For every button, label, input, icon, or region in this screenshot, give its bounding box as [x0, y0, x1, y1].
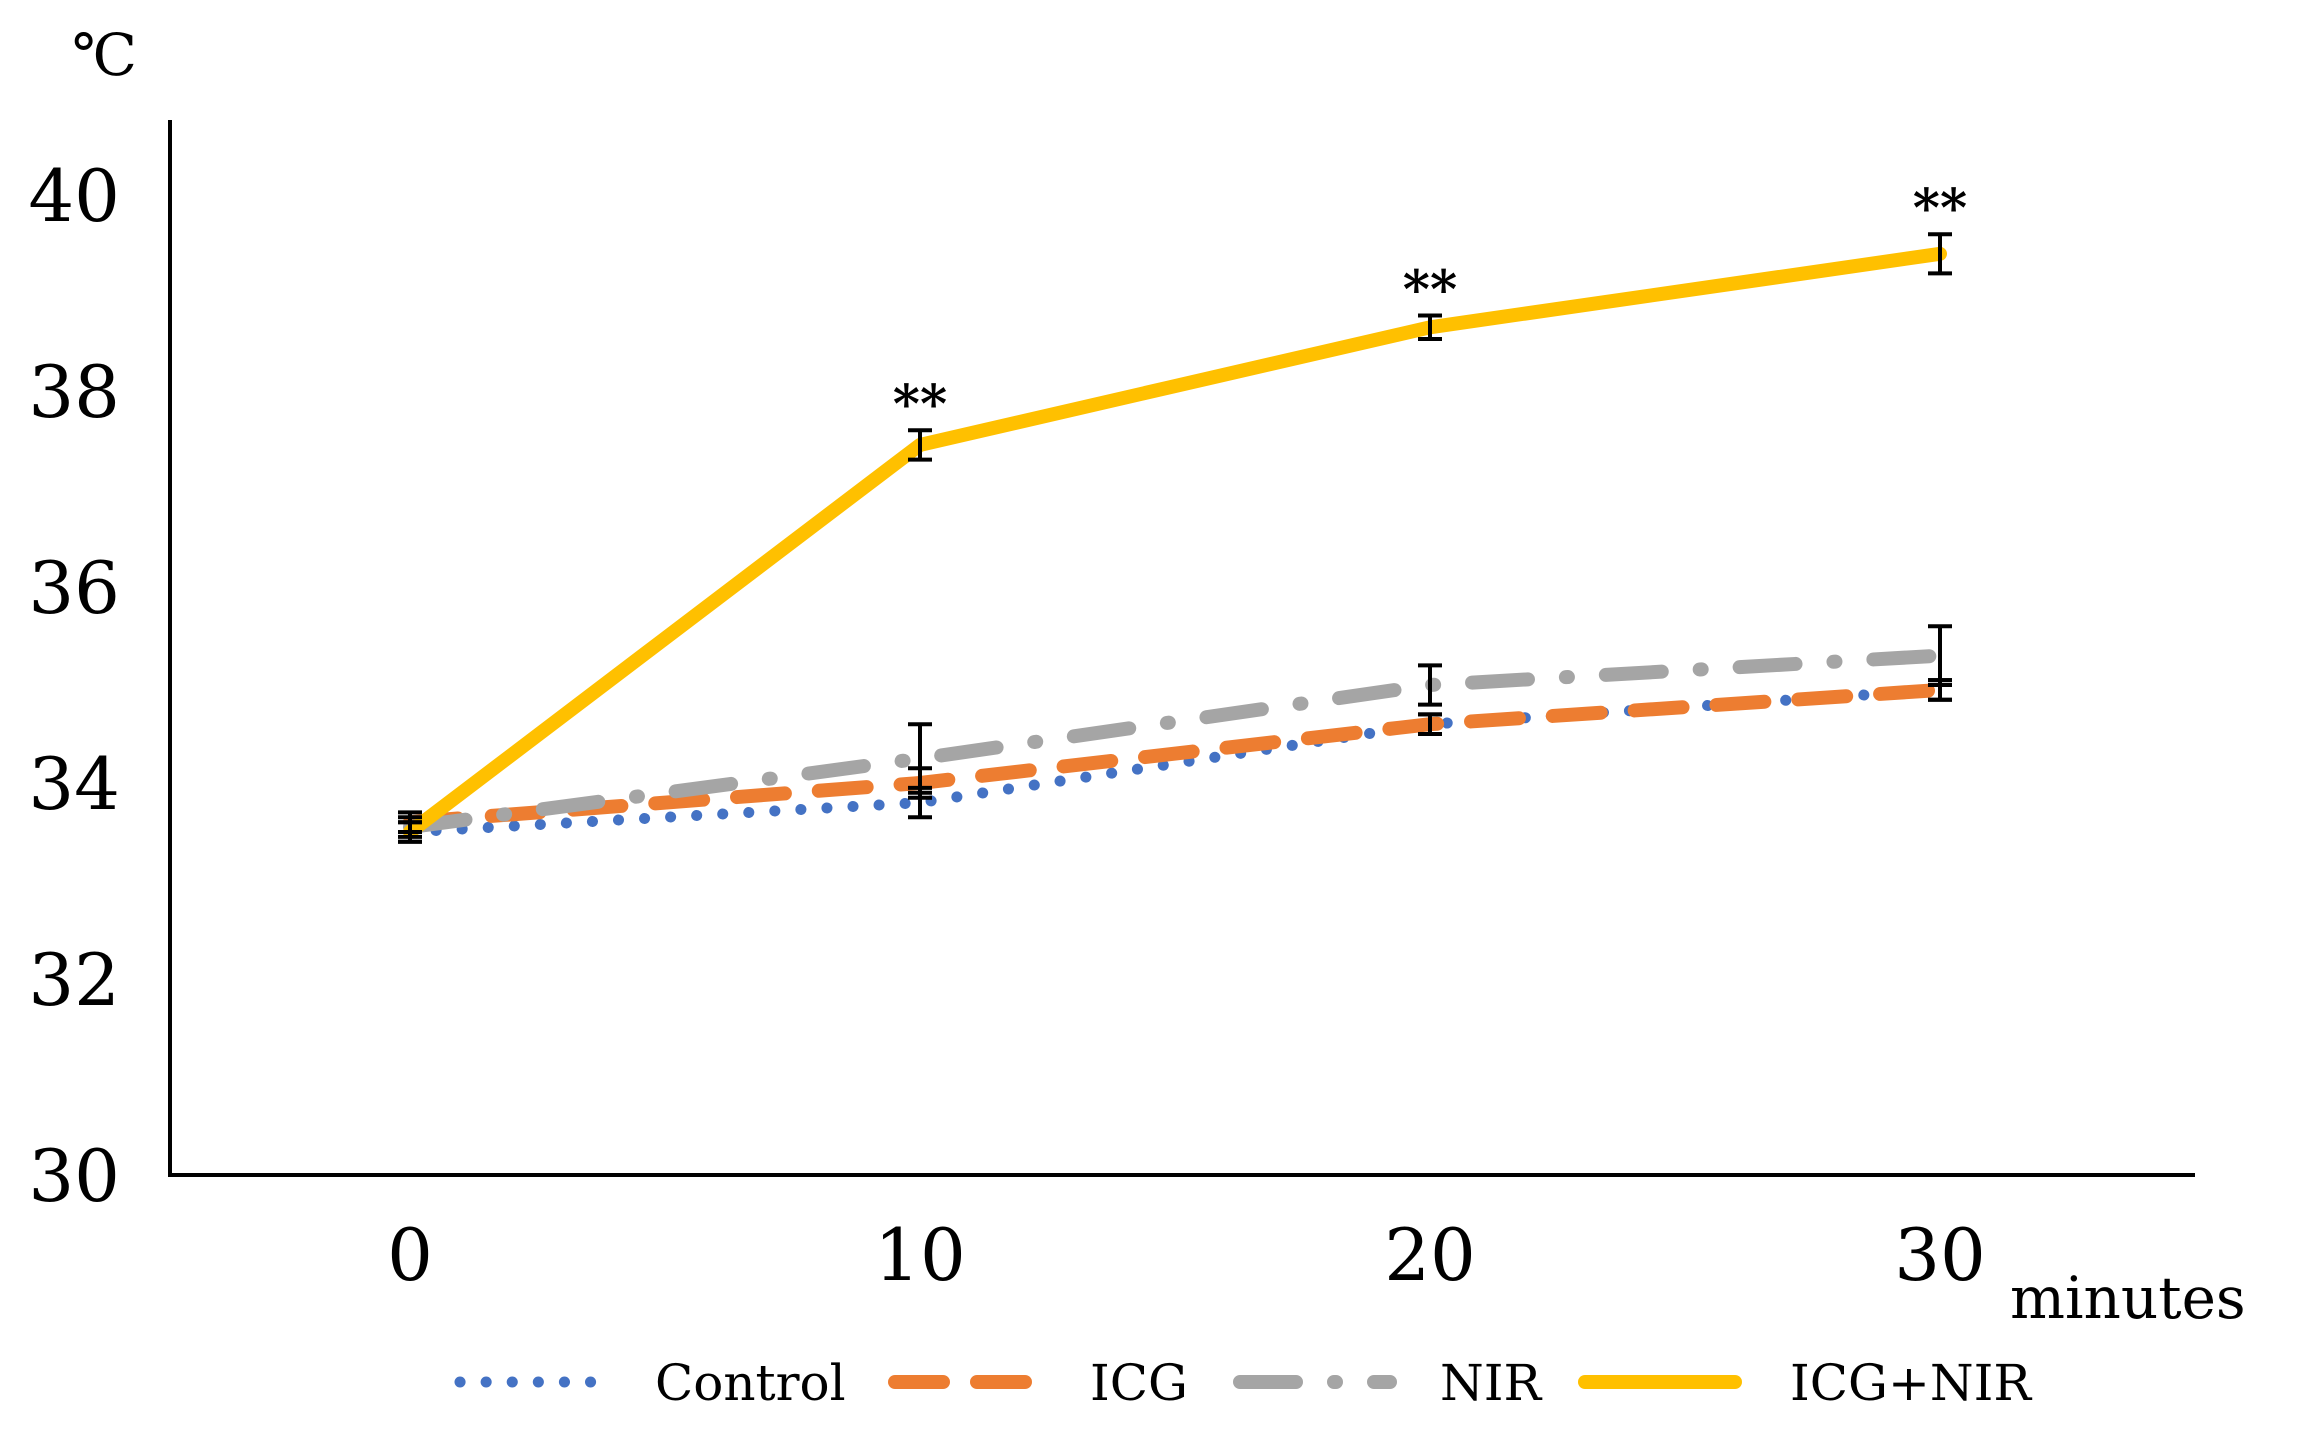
legend-item: ICG — [888, 1354, 1188, 1412]
series-lines — [403, 246, 1947, 839]
y-tick-label: 32 — [28, 938, 120, 1022]
y-tick-label: 38 — [28, 350, 120, 434]
error-bar — [1418, 313, 1442, 342]
error-bar — [1928, 232, 1952, 276]
y-tick-labels: 30 32 34 36 38 40 — [28, 154, 120, 1218]
series-line-icg-nir — [403, 246, 1947, 839]
legend-item: ICG+NIR — [1578, 1354, 2032, 1412]
x-tick-label: 0 — [387, 1213, 433, 1297]
series-line-nir — [403, 648, 1947, 835]
error-bars — [398, 232, 1952, 844]
error-bar — [908, 722, 932, 795]
error-bar — [908, 428, 932, 462]
x-tick-label: 30 — [1894, 1213, 1986, 1297]
x-tick-label: 10 — [874, 1213, 966, 1297]
x-axis-unit-label: minutes — [2010, 1264, 2246, 1332]
error-bar — [1418, 663, 1442, 707]
legend-item: Control — [454, 1354, 846, 1412]
series-line-control — [404, 684, 1946, 838]
significance-annotations: ** ** ** — [893, 178, 1967, 435]
y-tick-label: 40 — [28, 154, 120, 238]
y-tick-label: 34 — [28, 742, 120, 826]
significance-marker: ** — [1403, 260, 1457, 321]
y-tick-label: 30 — [28, 1134, 120, 1218]
error-bar — [398, 820, 422, 844]
series-line-icg — [403, 682, 1947, 830]
legend-item: NIR — [1233, 1354, 1543, 1412]
legend-label: ICG+NIR — [1790, 1354, 2032, 1412]
y-tick-label: 36 — [28, 546, 120, 630]
significance-marker: ** — [893, 374, 947, 435]
legend-label: NIR — [1440, 1354, 1543, 1412]
x-tick-label: 20 — [1384, 1213, 1476, 1297]
x-tick-labels: 0 10 20 30 — [387, 1213, 1986, 1297]
legend-label: Control — [655, 1354, 846, 1412]
axes: ℃ minutes — [72, 21, 2246, 1332]
error-bar — [1928, 624, 1952, 687]
y-axis-unit-label: ℃ — [72, 21, 137, 89]
error-bar — [1418, 712, 1442, 736]
legend-label: ICG — [1090, 1354, 1188, 1412]
legend: Control ICG NIR ICG+NIR — [454, 1354, 2032, 1412]
significance-marker: ** — [1913, 178, 1967, 239]
